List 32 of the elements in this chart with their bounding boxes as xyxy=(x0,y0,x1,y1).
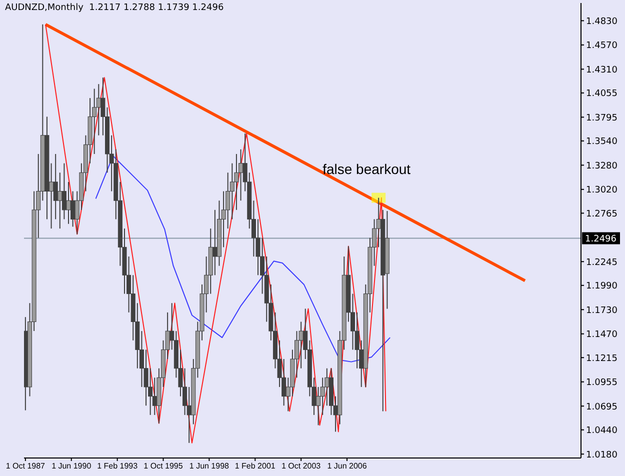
y-tick-label: 1.1215 xyxy=(586,354,618,364)
y-tick-label: 1.0180 xyxy=(586,450,618,460)
y-tick-label: 1.0440 xyxy=(586,426,618,436)
y-tick-label: 1.0955 xyxy=(586,378,618,388)
x-tick-label: 1 Feb 1993 xyxy=(97,462,138,471)
candlestick xyxy=(66,181,71,224)
y-tick-label: 1.2765 xyxy=(586,209,618,220)
y-tick-label: 1.3540 xyxy=(586,137,618,148)
chart-title: AUDNZD,Monthly 1.2117 1.2788 1.1739 1.2496 xyxy=(5,3,224,13)
x-tick-label: 1 Oct 1987 xyxy=(6,462,46,471)
annotation: false bearkout xyxy=(322,160,411,177)
y-tick-label: 1.3795 xyxy=(586,113,618,124)
y-tick-label: 1.3020 xyxy=(586,186,618,196)
y-tick-label: 1.4310 xyxy=(586,65,618,76)
candlestick xyxy=(212,209,218,276)
y-tick-label: 1.2245 xyxy=(586,258,618,268)
x-tick-label: 1 Feb 2001 xyxy=(234,462,276,471)
ref-line-label: 1.2496 xyxy=(585,234,617,245)
y-tick-label: 1.4830 xyxy=(586,16,618,27)
candlestick xyxy=(58,172,62,230)
x-tick-label: 1 Jun 1990 xyxy=(52,462,92,471)
y-tick-label: 1.1730 xyxy=(586,306,618,316)
x-tick-label: 1 Jun 1998 xyxy=(189,462,230,471)
x-tick-label: 1 Oct 1995 xyxy=(144,462,184,471)
x-tick-label: 1 Oct 2003 xyxy=(281,462,322,471)
y-tick-label: 1.1990 xyxy=(586,282,618,292)
y-tick-label: 1.4570 xyxy=(586,41,618,52)
y-tick-label: 1.3280 xyxy=(586,161,618,172)
y-tick-label: 1.0695 xyxy=(586,402,618,412)
y-tick-label: 1.1470 xyxy=(586,330,618,340)
x-tick-label: 1 Jun 2006 xyxy=(327,462,368,471)
y-tick-label: 1.4055 xyxy=(586,89,618,100)
